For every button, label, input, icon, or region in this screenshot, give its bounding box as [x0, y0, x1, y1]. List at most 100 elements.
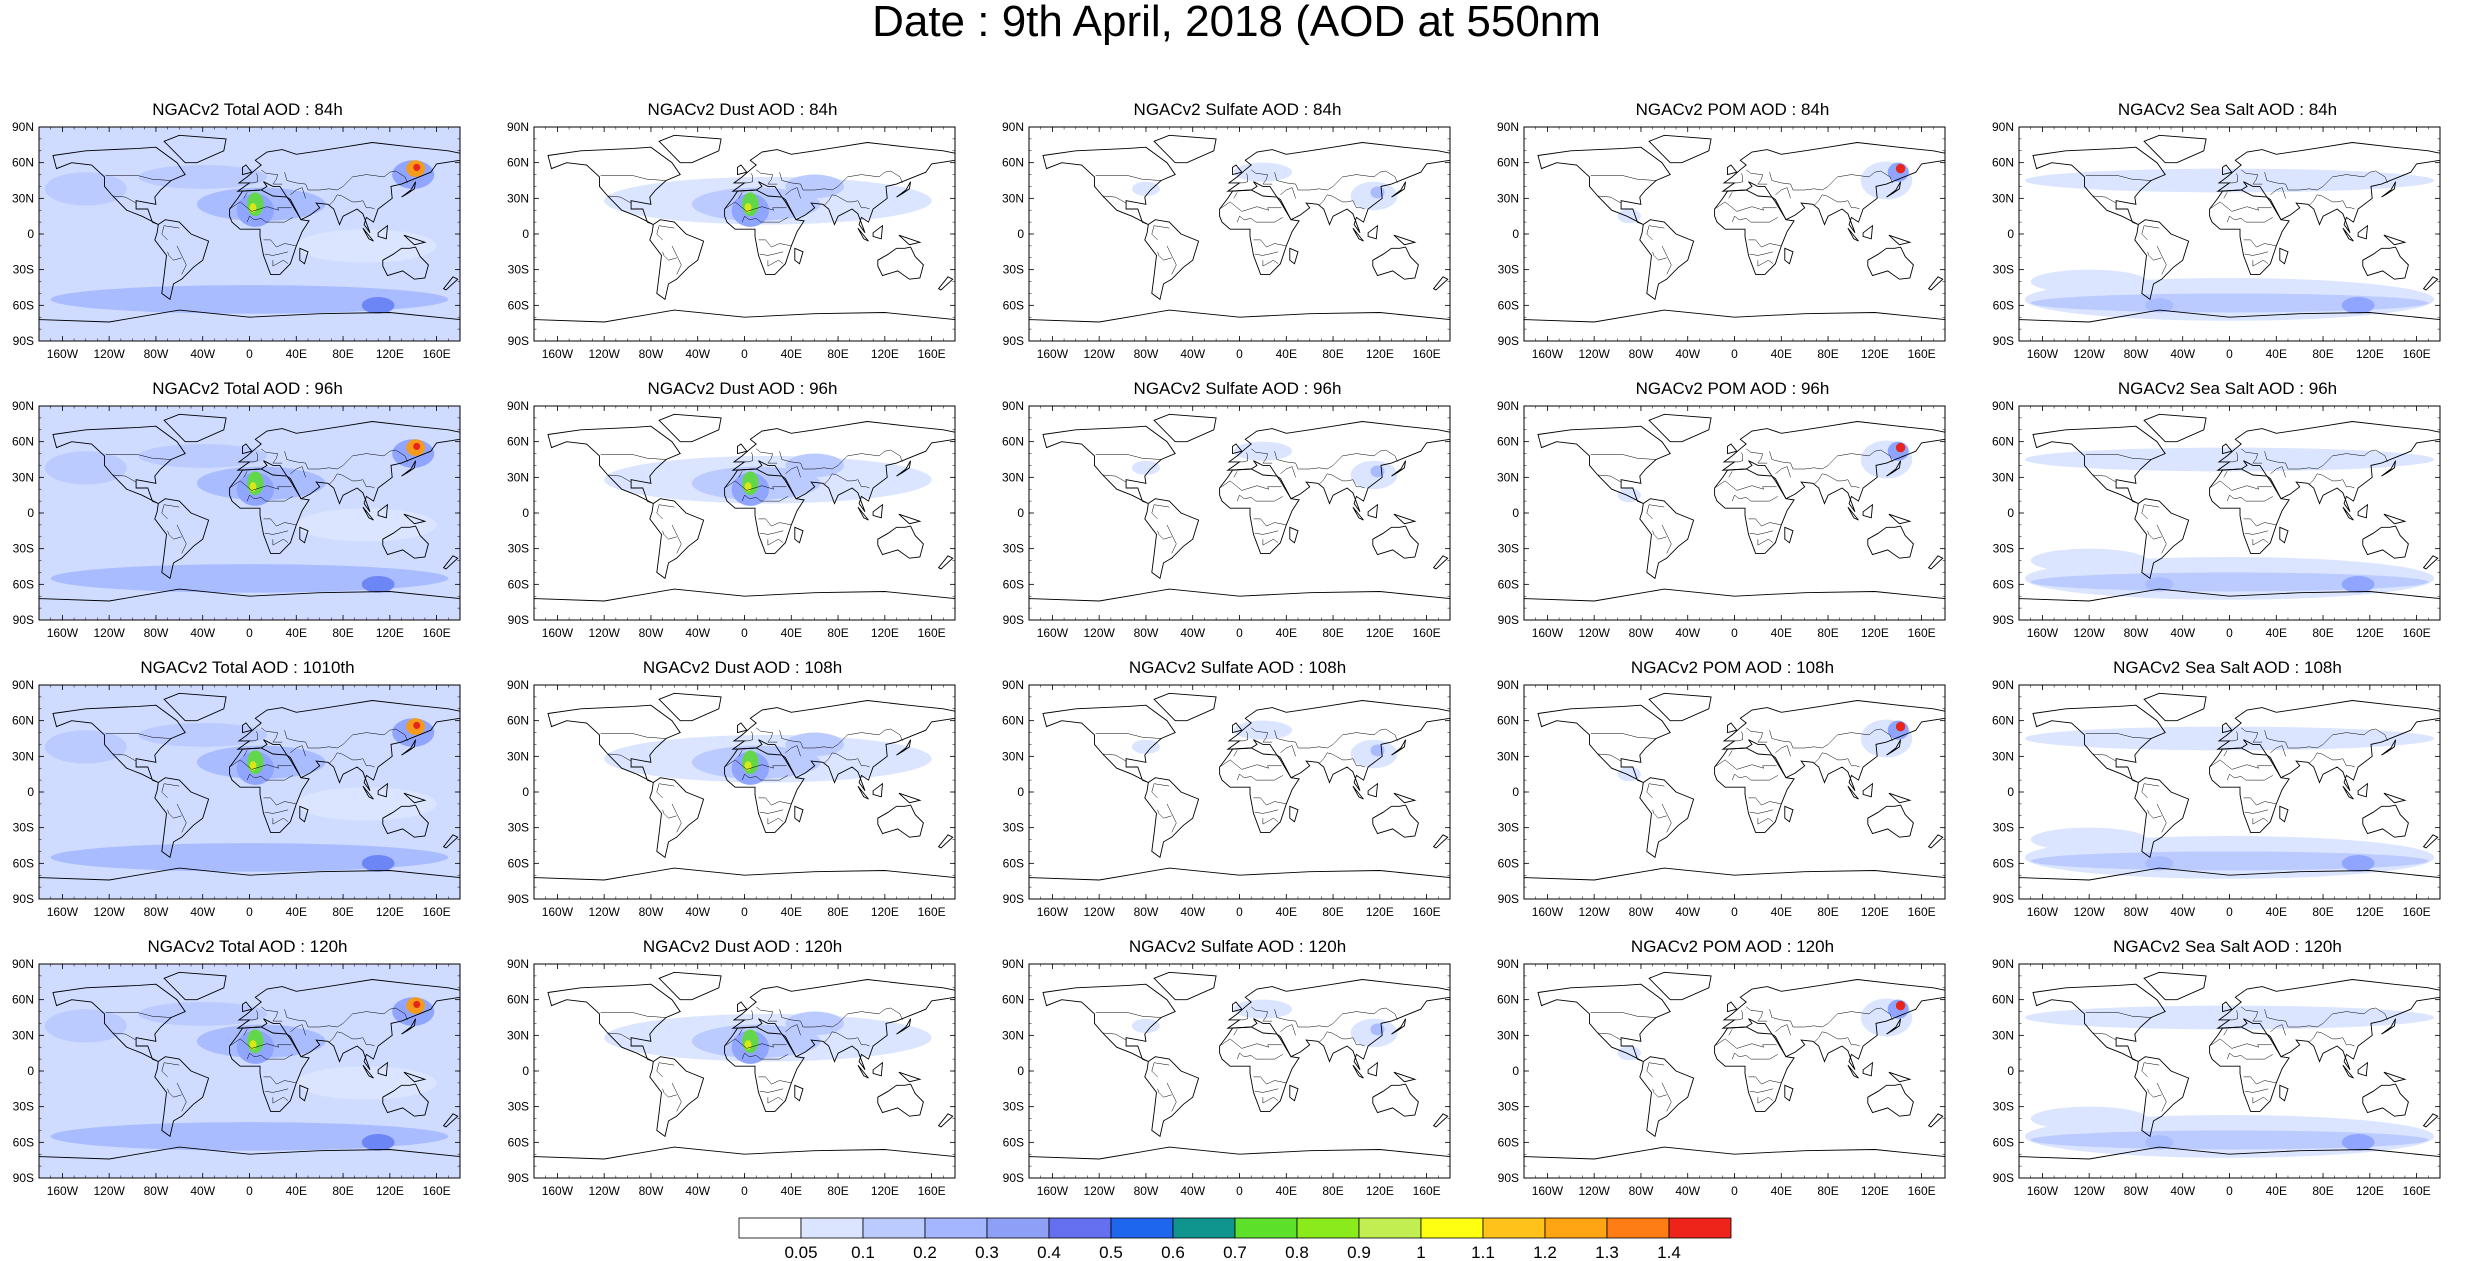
lon-tick-label: 120W	[588, 1184, 620, 1198]
coastline	[2134, 219, 2190, 301]
lat-tick-label: 30S	[508, 542, 529, 556]
country-border	[2156, 1082, 2167, 1112]
aod-background	[534, 964, 955, 1178]
country-border	[662, 1088, 677, 1098]
coastline	[1639, 1056, 1695, 1138]
country-border	[1733, 1010, 1743, 1021]
coastline	[1226, 700, 1450, 792]
panel-title: NGACv2 POM AOD : 84h	[1635, 100, 1830, 119]
country-border	[1646, 225, 1665, 241]
lat-tick-label: 90S	[1993, 892, 2014, 906]
lon-tick-label: 120W	[1578, 626, 1610, 640]
country-border	[167, 1088, 182, 1098]
coastline	[937, 276, 954, 291]
lon-tick-label: 80E	[332, 626, 353, 640]
country-border	[1157, 530, 1172, 540]
aod-concentration-area	[413, 442, 421, 450]
country-border	[1253, 518, 1287, 527]
colorbar-swatch	[1110, 1217, 1174, 1239]
lon-tick-label: 120E	[871, 1184, 899, 1198]
lon-tick-label: 120E	[376, 1184, 404, 1198]
lon-tick-label: 40E	[781, 1184, 802, 1198]
lon-tick-label: 80E	[827, 1184, 848, 1198]
lat-tick-label: 90S	[13, 334, 34, 348]
country-border	[1714, 759, 1777, 770]
coastline	[2143, 134, 2207, 164]
coastline	[1393, 513, 1417, 525]
coastline	[1289, 526, 1299, 544]
panel-title: NGACv2 Dust AOD : 108h	[642, 658, 843, 677]
country-border	[1253, 797, 1287, 806]
lat-tick-label: 90N	[1497, 399, 1519, 413]
aod-concentration-area	[1895, 163, 1906, 174]
lon-tick-label: 40E	[781, 905, 802, 919]
lon-tick-label: 120W	[1083, 1184, 1115, 1198]
aod-concentration-area	[50, 285, 449, 314]
lat-tick-label: 30N	[1497, 1028, 1519, 1042]
aod-concentration-area	[1617, 1046, 1641, 1061]
coastline	[1727, 164, 1738, 176]
country-border	[1746, 727, 1768, 743]
lon-tick-label: 40W	[1675, 905, 1700, 919]
lon-tick-label: 40W	[1675, 347, 1700, 361]
map-panel-seasalt: 90N 60N 30N 0 30S 60S 90S 160W 120W 80W 40W 0 40E 80E…	[1980, 845, 2473, 1198]
country-border	[785, 1024, 801, 1036]
lat-tick-label: 0	[522, 506, 529, 520]
panel-title: NGACv2 Sea Salt AOD : 96h	[2117, 379, 2338, 398]
country-border	[243, 192, 248, 199]
country-border	[2141, 1062, 2160, 1078]
country-border	[1733, 731, 1743, 742]
coastline	[1648, 971, 1712, 1001]
country-border	[1151, 783, 1170, 799]
coastline	[163, 134, 227, 164]
coastline	[872, 782, 884, 798]
aod-concentration-area	[2341, 576, 2375, 593]
country-border	[161, 783, 180, 799]
coastline	[1714, 189, 1795, 275]
lat-tick-label: 90S	[1003, 892, 1024, 906]
aod-background	[1524, 406, 1945, 620]
coastline	[2279, 247, 2289, 265]
country-border	[1274, 1007, 1398, 1028]
aod-background	[1524, 685, 1945, 899]
coastline	[39, 867, 460, 899]
country-border	[1251, 448, 1273, 464]
coastline	[547, 146, 681, 225]
lat-tick-label: 90N	[507, 120, 529, 134]
lat-tick-label: 90N	[1002, 678, 1024, 692]
lat-tick-label: 60S	[508, 1135, 529, 1149]
country-border	[1769, 449, 1893, 470]
coastline	[1432, 1113, 1449, 1128]
aod-concentration-area	[2145, 577, 2174, 592]
map-plot: 90N 60N 30N 0 30S 60S 90S 160W 120W 80W 40W 0 40E 80E…	[1992, 399, 2441, 640]
lat-tick-label: 0	[2007, 227, 2014, 241]
coastline	[857, 1064, 869, 1079]
panel-title: NGACv2 Dust AOD : 84h	[647, 100, 838, 119]
lon-tick-label: 80E	[1817, 1184, 1838, 1198]
country-border	[1151, 1062, 1170, 1078]
lon-tick-label: 40E	[286, 1184, 307, 1198]
lon-tick-label: 120E	[2356, 626, 2384, 640]
lat-tick-label: 30N	[1002, 1028, 1024, 1042]
coastline	[1862, 1061, 1874, 1077]
aod-field	[39, 964, 460, 1178]
lon-tick-label: 40E	[1276, 905, 1297, 919]
country-border	[656, 1062, 675, 1078]
coastline	[1886, 739, 1902, 756]
aod-concentration-area	[361, 576, 395, 593]
coastline	[658, 134, 722, 164]
country-border	[1095, 175, 1162, 181]
lon-tick-label: 40W	[1675, 1184, 1700, 1198]
coastline	[2362, 1083, 2409, 1117]
country-border	[176, 524, 187, 554]
coastline	[1862, 503, 1874, 519]
lon-tick-label: 120E	[376, 905, 404, 919]
country-border	[2244, 251, 2269, 256]
colorbar-swatch	[1296, 1217, 1360, 1239]
coastline	[731, 142, 955, 234]
coastline	[52, 425, 186, 504]
lon-tick-label: 0	[1731, 905, 1738, 919]
lon-tick-label: 0	[1731, 1184, 1738, 1198]
coastline	[1352, 227, 1364, 242]
coastline	[1714, 468, 1795, 554]
